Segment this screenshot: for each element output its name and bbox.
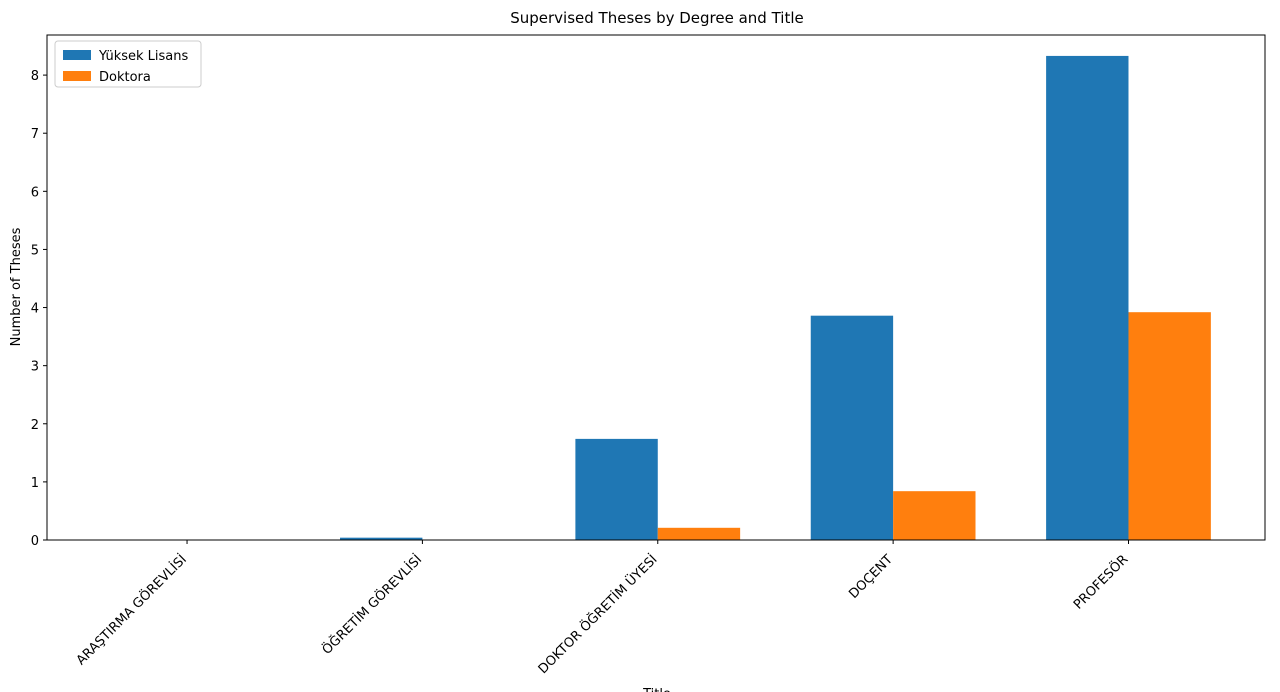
y-tick-label: 3 [31, 360, 39, 375]
bar [1128, 312, 1211, 540]
y-tick-label: 8 [31, 69, 39, 84]
legend-swatch [63, 50, 91, 60]
bar [340, 537, 423, 540]
x-tick-label: DOKTOR ÖĞRETİM ÜYESİ [534, 551, 660, 677]
bar [575, 438, 658, 540]
bar [810, 315, 894, 540]
y-tick-label: 1 [31, 476, 39, 491]
x-axis-label: Title [642, 687, 671, 692]
y-tick-label: 5 [31, 243, 39, 258]
legend-label: Yüksek Lisans [98, 49, 188, 64]
x-tick-label: DOÇENT [846, 552, 896, 602]
y-tick-label: 6 [31, 185, 39, 200]
legend-swatch [63, 71, 91, 81]
y-axis-label: Number of Theses [9, 227, 24, 346]
bar [657, 527, 741, 540]
y-tick-label: 2 [31, 418, 39, 433]
bar [1046, 55, 1129, 541]
y-tick-label: 0 [31, 534, 39, 549]
y-tick-label: 7 [31, 127, 39, 142]
x-tick-label: ARAŞTIRMA GÖREVLİSİ [72, 551, 190, 669]
legend-box [54, 40, 202, 88]
y-tick-label: 4 [31, 302, 39, 317]
chart-title: Supervised Theses by Degree and Title [510, 9, 804, 27]
bar [893, 491, 976, 540]
legend-label: Doktora [99, 70, 151, 85]
plot-frame [46, 34, 1266, 541]
x-tick-label: PROFESÖR [1070, 551, 1132, 613]
x-tick-label: ÖĞRETİM GÖREVLİSİ [318, 551, 425, 658]
